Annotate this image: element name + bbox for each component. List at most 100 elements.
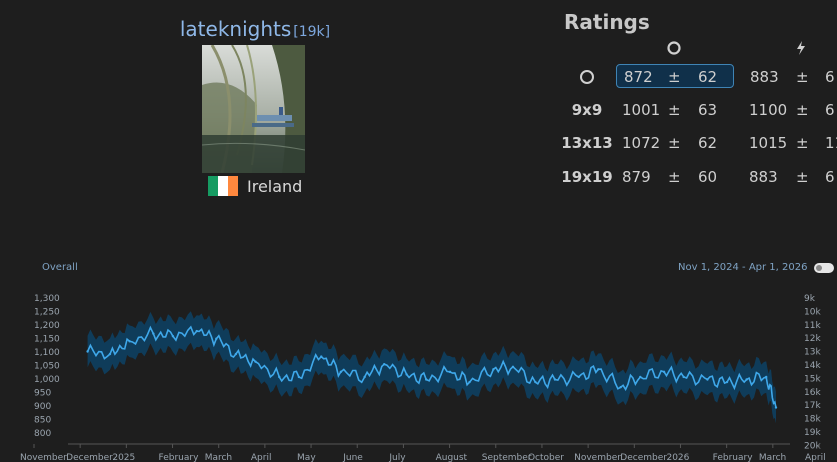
chart-date-range: Nov 1, 2024 - Apr 1, 2026 — [678, 262, 808, 273]
rating-point — [706, 378, 709, 381]
plus-minus: ± — [796, 134, 809, 152]
x-tick-label: December — [620, 453, 667, 462]
y-left-tick-label: 1,050 — [34, 362, 60, 372]
plus-minus: ± — [796, 101, 809, 119]
rating-value: 1015 — [749, 134, 788, 152]
rating-point — [320, 355, 323, 358]
rating-deviation: 6 — [825, 68, 835, 86]
x-tick-label: March — [759, 453, 786, 462]
x-tick-label: February — [713, 453, 754, 462]
rating-point — [215, 337, 218, 340]
rating-deviation: 62 — [698, 68, 718, 86]
rating-point — [339, 370, 343, 374]
rating-point — [128, 340, 131, 343]
x-tick-label: 2025 — [112, 453, 135, 462]
username-heading: lateknights [19k] — [150, 14, 360, 47]
rating-point — [597, 368, 600, 371]
rating-point — [534, 380, 537, 384]
y-left-tick-label: 1,000 — [34, 375, 60, 385]
plus-minus: ± — [668, 168, 681, 186]
rating-deviation: 62 — [698, 134, 718, 152]
country: Ireland — [208, 176, 302, 196]
size-label: 13x13 — [561, 134, 613, 152]
rating-point — [511, 365, 515, 368]
rating-point — [682, 375, 685, 379]
country-name: Ireland — [247, 176, 303, 196]
x-tick-label: May — [297, 453, 316, 462]
circle-icon — [667, 41, 681, 55]
rating-deviation: 60 — [698, 168, 718, 186]
rating-point — [745, 378, 748, 381]
rating-point — [86, 350, 89, 353]
rating-value: 879 — [622, 168, 651, 186]
x-tick-label: 2026 — [666, 453, 689, 462]
rating-value: 883 — [750, 68, 779, 86]
rating-point — [195, 329, 198, 333]
rating-point — [152, 332, 155, 335]
plus-minus: ± — [668, 134, 681, 152]
rating-point — [639, 375, 642, 379]
size-label: 9x9 — [571, 101, 603, 119]
rating-value: 1100 — [749, 101, 788, 119]
y-right-tick-label: 13k — [804, 348, 821, 358]
y-right-tick-label: 12k — [804, 334, 821, 344]
lightning-icon — [797, 41, 805, 55]
y-right-tick-label: 18k — [804, 415, 821, 425]
rating-point — [492, 368, 495, 371]
rank-badge: [19k] — [293, 24, 331, 40]
deviation-band — [87, 311, 777, 424]
rating-point — [425, 378, 428, 381]
y-left-tick-label: 1,100 — [34, 348, 60, 358]
x-tick-label: July — [388, 453, 406, 462]
x-tick-label: September — [482, 453, 532, 462]
y-left-tick-label: 1,300 — [34, 294, 60, 304]
rating-point — [553, 378, 557, 381]
y-right-tick-label: 15k — [804, 374, 821, 384]
rating-point — [297, 375, 301, 379]
rating-point — [577, 375, 580, 379]
rating-point — [468, 380, 471, 384]
x-tick-label: November — [20, 453, 67, 462]
plus-minus: ± — [796, 168, 809, 186]
rating-point — [619, 385, 622, 389]
y-left-tick-label: 800 — [34, 429, 51, 439]
ratings-title: Ratings — [564, 10, 650, 34]
rating-point — [774, 406, 778, 409]
x-tick-label: October — [528, 453, 564, 462]
y-left-tick-label: 1,200 — [34, 321, 60, 331]
rating-point — [254, 360, 257, 363]
size-label: 19x19 — [561, 168, 613, 186]
plus-minus: ± — [668, 101, 681, 119]
rating-point — [278, 375, 281, 379]
rating-deviation: 63 — [698, 101, 718, 119]
circle-icon — [580, 70, 594, 84]
y-left-tick-label: 1,250 — [34, 308, 60, 318]
rating-point — [662, 370, 666, 374]
rating-point — [108, 352, 112, 356]
rating-point — [405, 373, 408, 376]
y-left-tick-label: 900 — [34, 402, 51, 412]
y-left-tick-label: 1,150 — [34, 335, 60, 345]
player-profile: lateknights [19k] — [150, 14, 360, 196]
chart-toggle-switch[interactable] — [814, 263, 834, 273]
rating-point — [171, 335, 175, 338]
rating-deviation: 6 — [825, 168, 835, 186]
x-tick-label: February — [159, 453, 200, 462]
size-overall — [560, 64, 614, 92]
username: lateknights — [179, 17, 292, 41]
chart-title[interactable]: Overall — [42, 262, 78, 273]
y-right-tick-label: 17k — [804, 401, 821, 411]
plus-minus: ± — [796, 68, 809, 86]
x-tick-label: March — [205, 453, 232, 462]
y-right-tick-label: 14k — [804, 361, 821, 371]
rating-point — [383, 363, 386, 366]
x-tick-label: November — [574, 453, 621, 462]
selected-rating-cell[interactable] — [616, 64, 734, 88]
rating-value: 1072 — [622, 134, 661, 152]
rating-deviation: 11 — [825, 134, 837, 152]
y-right-tick-label: 9k — [804, 294, 816, 304]
rating-value: 872 — [624, 68, 653, 86]
rating-point — [363, 375, 366, 379]
rating-point — [448, 370, 452, 374]
